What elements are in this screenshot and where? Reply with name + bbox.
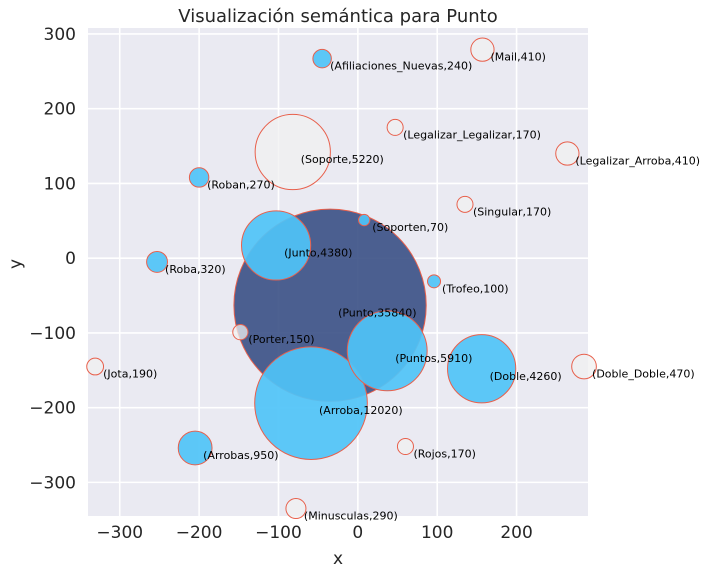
y-axis-label: y xyxy=(6,259,26,269)
y-tick-label: −200 xyxy=(29,399,76,419)
point-label: (Soporte,5220) xyxy=(301,153,384,166)
point-label: (Junto,4380) xyxy=(284,246,352,259)
point-singular xyxy=(456,195,474,213)
point-label: (Rojos,170) xyxy=(413,447,475,460)
point-legalizar-legalizar xyxy=(386,118,404,136)
x-axis-label: x xyxy=(333,549,343,569)
point-arrobas xyxy=(177,430,213,466)
point-jota xyxy=(86,357,105,376)
point-rojos xyxy=(396,437,414,456)
x-tick-label: −100 xyxy=(255,523,302,543)
point-label: (Jota,190) xyxy=(103,368,157,381)
point-label: (Legalizar_Arroba,410) xyxy=(575,155,700,168)
point-puntos xyxy=(346,310,428,392)
point-label: (Doble,4260) xyxy=(490,370,562,383)
point-legalizar-arroba xyxy=(555,141,580,166)
point-label: (Soporten,70) xyxy=(372,221,448,234)
point-label: (Roban,270) xyxy=(207,178,275,191)
y-tick-label: 300 xyxy=(44,25,76,45)
x-tick-label: 100 xyxy=(421,523,453,543)
point-label: (Minusculas,290) xyxy=(304,510,398,523)
point-minusculas xyxy=(285,498,307,520)
y-tick-label: 0 xyxy=(65,249,76,269)
point-label: (Doble_Doble,470) xyxy=(592,368,695,381)
y-tick-label: −100 xyxy=(29,324,76,344)
point-label: (Trofeo,100) xyxy=(442,282,509,295)
y-tick-label: −300 xyxy=(29,473,76,493)
point-labels: (Punto,35840) (Arroba,12020) (Puntos,5910)… xyxy=(103,51,700,523)
point-trofeo xyxy=(427,274,442,289)
point-soporten xyxy=(358,213,371,227)
point-soporte xyxy=(254,113,331,191)
point-roba xyxy=(146,250,168,273)
point-doble-doble xyxy=(571,353,597,380)
point-mail xyxy=(470,37,495,62)
point-label: (Punto,35840) xyxy=(338,306,417,319)
x-tick-label: 0 xyxy=(352,523,363,543)
x-tick-label: −300 xyxy=(96,523,143,543)
point-label: (Afiliaciones_Nuevas,240) xyxy=(330,60,472,73)
point-label: (Puntos,5910) xyxy=(395,352,472,365)
y-tick-label: 100 xyxy=(44,174,76,194)
point-afiliaciones-nuevas xyxy=(312,48,332,69)
chart-title: Visualización semántica para Punto xyxy=(178,6,497,27)
point-label: (Mail,410) xyxy=(490,51,545,64)
point-label: (Arrobas,950) xyxy=(203,449,278,462)
point-doble xyxy=(447,334,517,404)
y-tick-labels: −300 −200 −100 0 100 200 300 xyxy=(29,25,76,493)
point-label: (Legalizar_Legalizar,170) xyxy=(403,128,541,141)
point-label: (Arroba,12020) xyxy=(319,404,403,417)
point-label: (Roba,320) xyxy=(165,263,226,276)
x-tick-label: −200 xyxy=(176,523,223,543)
point-junto xyxy=(241,210,312,281)
point-arroba xyxy=(254,346,368,460)
point-label: (Singular,170) xyxy=(473,205,551,218)
point-roban xyxy=(188,167,210,188)
point-label: (Porter,150) xyxy=(248,333,314,346)
data-points xyxy=(86,37,597,520)
y-tick-label: 200 xyxy=(44,100,76,120)
point-porter xyxy=(232,324,249,341)
x-tick-label: 200 xyxy=(500,523,532,543)
x-tick-labels: −300 −200 −100 0 100 200 xyxy=(96,523,532,543)
